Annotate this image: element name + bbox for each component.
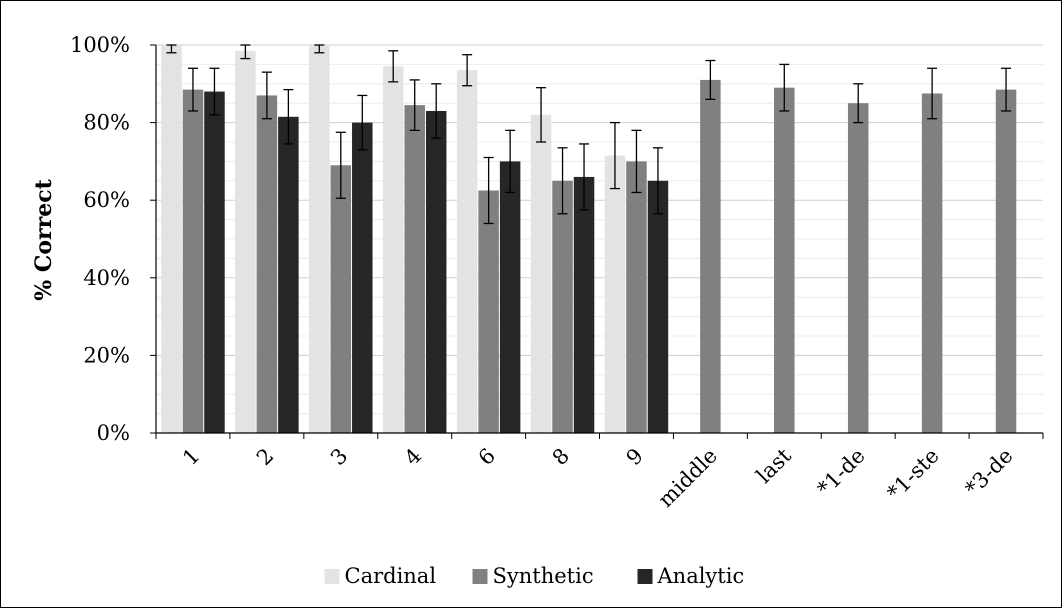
bar-cardinal [161,45,182,433]
error-bar-cardinal [166,44,177,54]
error-bar-synthetic [927,67,938,120]
bar-analytic [278,116,299,433]
y-axis-title: % Correct [31,178,57,300]
legend-swatch [472,569,488,584]
error-bar-cardinal [462,54,473,87]
x-category-label: *3-de [960,444,1017,501]
error-bar-synthetic [557,147,568,215]
error-bar-cardinal [314,44,325,54]
bar-synthetic [626,161,647,433]
bar-analytic [573,176,595,434]
bar-synthetic [847,103,869,433]
y-tick-label: 0% [97,421,130,445]
bar-analytic [425,110,447,434]
bars [161,45,1017,434]
bar-synthetic [404,105,425,433]
bar-synthetic [921,93,943,433]
x-category-label: 3 [326,444,352,470]
x-axis-categories: 1 2 3 4 6 8 9 middle last *1-de *1-ste *3-de [155,433,1044,512]
error-bar-analytic [283,88,294,145]
error-bar-cardinal [609,121,620,190]
y-axis-ticks: 0% 20% 40% 60% 80% 100% [70,33,156,445]
error-bar-synthetic [631,129,642,194]
legend-item-cardinal: Cardinal [324,564,437,588]
gridlines [156,44,1043,415]
legend-swatch [324,569,340,584]
x-category-label: 6 [474,444,500,470]
error-bar-synthetic [483,156,494,225]
legend-label: Synthetic [493,564,594,588]
error-bar-cardinal [388,50,399,83]
bar-analytic [499,161,521,433]
error-bar-cardinal [240,44,251,60]
error-bar-synthetic [409,79,420,132]
error-bar-synthetic [705,59,716,100]
bar-cardinal [604,155,626,433]
legend-label: Analytic [657,564,745,588]
x-category-label: last [752,443,797,488]
bar-synthetic [700,79,721,434]
y-tick-label: 60% [83,188,130,212]
error-bar-synthetic [1001,67,1012,112]
x-category-label: 4 [400,444,426,470]
bar-synthetic [330,165,352,433]
error-bar-synthetic [779,63,790,112]
bar-cardinal [456,70,478,433]
error-bar-synthetic [335,131,346,199]
y-tick-label: 80% [83,111,130,135]
y-tick-label: 40% [83,266,130,290]
error-bar-analytic [505,129,516,194]
legend-swatch [637,569,653,584]
bar-synthetic [182,89,204,434]
x-category-label: 2 [252,444,278,470]
bar-synthetic [256,95,278,433]
error-bar-analytic [431,83,442,139]
bar-analytic [204,91,225,433]
error-bar-analytic [579,143,590,211]
x-category-label: *1-ste [882,444,943,505]
bar-cardinal [382,66,404,433]
x-category-label: 9 [622,444,648,470]
error-bar-analytic [652,147,663,215]
legend-label: Cardinal [345,564,437,588]
error-bar-cardinal [536,87,547,143]
error-bar-analytic [357,94,368,151]
y-tick-label: 100% [70,33,130,57]
bar-synthetic [774,87,795,434]
legend-item-analytic: Analytic [637,564,745,588]
bar-analytic [352,122,373,433]
y-tick-label: 20% [83,343,130,367]
error-bar-analytic [209,67,220,116]
x-category-label: 8 [548,444,574,470]
bar-cardinal [530,114,552,433]
bar-analytic [647,180,669,433]
error-bar-synthetic [187,67,198,112]
error-bars [166,44,1012,225]
bar-synthetic [552,180,573,433]
bar-synthetic [478,190,499,433]
legend: Cardinal Synthetic Analytic [324,564,745,588]
error-bar-synthetic [261,71,272,120]
x-category-label: *1-de [813,444,870,501]
x-category-label: 1 [178,444,204,470]
bar-cardinal [309,45,330,433]
bar-cardinal [235,50,256,433]
error-bar-synthetic [853,83,864,124]
bar-synthetic [995,89,1017,434]
legend-item-synthetic: Synthetic [472,564,594,588]
x-category-label: middle [654,444,722,512]
